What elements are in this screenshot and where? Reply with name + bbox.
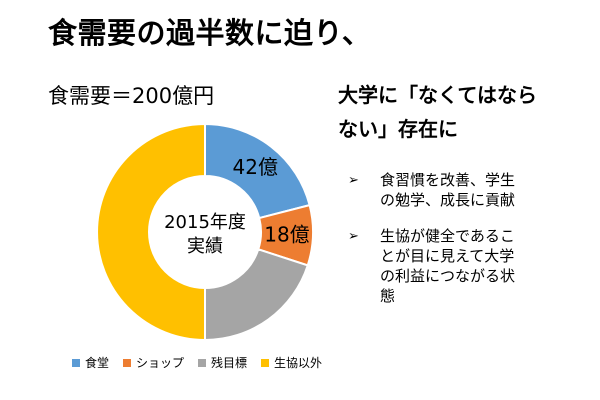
legend-label: ショップ xyxy=(136,356,185,370)
legend-swatch xyxy=(123,358,132,367)
legend-swatch xyxy=(72,358,80,367)
chart-legend: 食堂 ショップ 残目標 生協以外 xyxy=(72,354,322,371)
slide-title: 食需要の過半数に迫り、 xyxy=(48,16,372,50)
bullet-text: 食習慣を改善、学生 の勉学、成長に貢献 xyxy=(380,171,516,209)
bullet-list: ➢ 食習慣を改善、学生 の勉学、成長に貢献 ➢ 生協が健全であるこ とが目に見え… xyxy=(348,170,588,322)
heading-line-2: ない」存在に xyxy=(338,117,458,141)
bullet-item: ➢ 食習慣を改善、学生 の勉学、成長に貢献 xyxy=(348,170,588,210)
legend-item: 残目標 xyxy=(198,354,247,371)
food-demand-total: 食需要＝200億円 xyxy=(48,84,215,108)
data-label: 42億 xyxy=(233,155,278,179)
center-label-line: 2015年度 xyxy=(164,212,246,233)
legend-item: 生協以外 xyxy=(261,354,322,371)
bullet-text: 生協が健全であるこ とが目に見えて大学 の利益につながる状 態 xyxy=(380,227,516,305)
slice-shokudo xyxy=(204,122,311,220)
legend-swatch xyxy=(198,358,207,367)
legend-label: 食堂 xyxy=(85,356,110,370)
legend-item: 食堂 xyxy=(72,354,109,371)
heading-line-1: 大学に「なくてはなら xyxy=(338,83,537,107)
data-label: 18億 xyxy=(264,223,309,247)
arrow-bullet-icon: ➢ xyxy=(348,173,359,188)
center-label-line: 実績 xyxy=(187,236,223,257)
bullet-item: ➢ 生協が健全であるこ とが目に見えて大学 の利益につながる状 態 xyxy=(348,226,588,306)
legend-swatch xyxy=(261,358,270,367)
slice-zan xyxy=(204,248,309,342)
right-heading: 大学に「なくてはなら ない」存在に xyxy=(338,78,537,146)
legend-label: 残目標 xyxy=(211,356,248,370)
legend-item: ショップ xyxy=(123,354,184,371)
legend-label: 生協以外 xyxy=(274,356,323,370)
arrow-bullet-icon: ➢ xyxy=(348,229,359,244)
slice-other xyxy=(96,122,206,342)
